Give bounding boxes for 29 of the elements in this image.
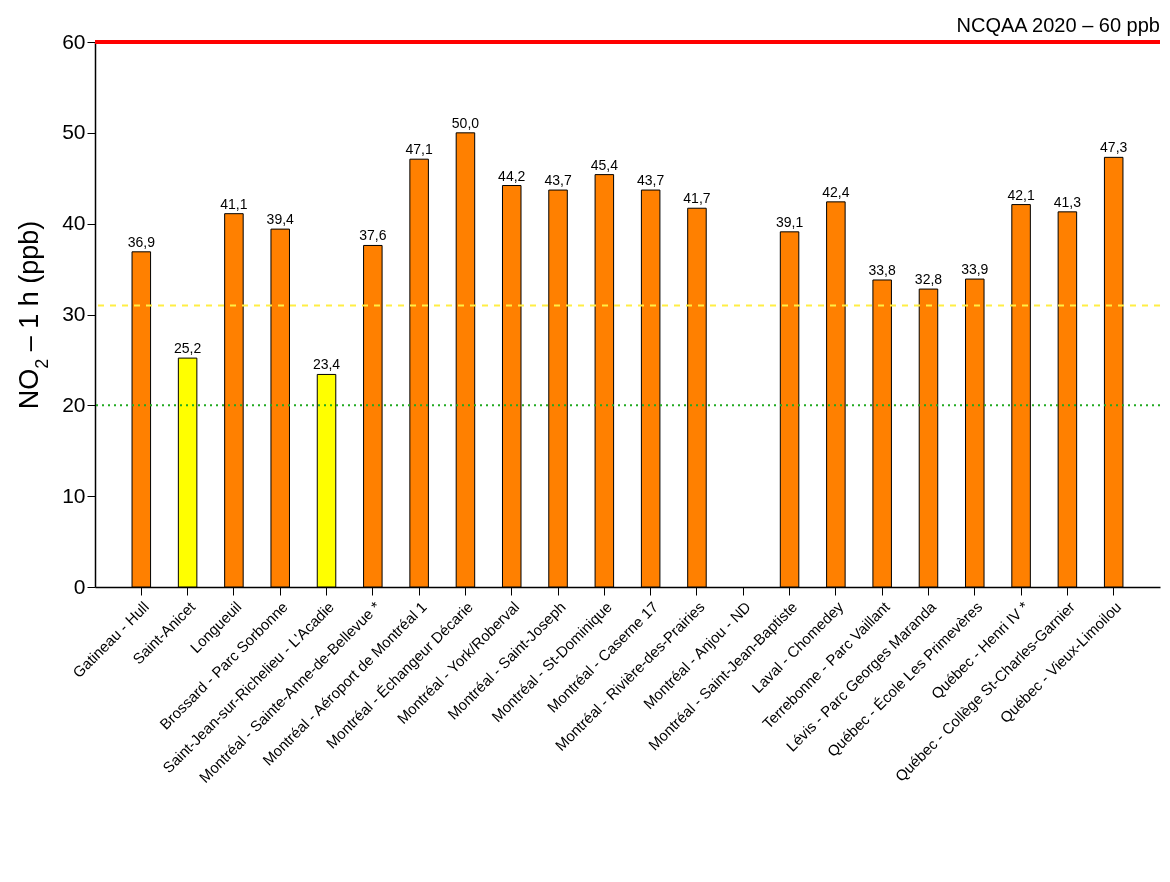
data-label: 36,9 [127,233,156,250]
ref-line-label: NCQAA 2020 – 60 ppb [956,14,1160,36]
data-label: 37,6 [359,227,387,244]
data-label: 33,8 [868,261,897,278]
data-label: 50,0 [451,114,480,131]
data-label: 42,4 [822,183,850,200]
data-label: 44,2 [498,167,526,184]
y-tick-label: 40 [62,211,86,235]
data-label: 41,1 [220,195,248,212]
y-tick-label: 10 [62,483,86,507]
y-tick-label: 60 [62,29,86,53]
data-label: 39,1 [775,213,804,230]
data-label: 25,2 [173,340,202,357]
y-tick-label: 20 [62,392,86,416]
data-label: 47,1 [405,141,433,158]
data-label: 43,7 [544,172,572,189]
data-label: 33,9 [961,261,989,278]
data-label: 45,4 [590,156,619,173]
data-label: 42,1 [1007,186,1035,203]
y-tick-label: 30 [62,302,86,325]
data-label: 23,4 [312,356,341,373]
data-label: 41,7 [683,190,711,207]
data-label: 41,3 [1053,193,1082,210]
data-label: 47,3 [1100,139,1128,156]
y-tick-label: 50 [62,120,86,144]
data-label: 32,8 [914,271,943,288]
data-label: 39,4 [266,211,295,228]
data-label: 43,7 [637,172,665,189]
y-tick-label: 0 [73,574,86,598]
